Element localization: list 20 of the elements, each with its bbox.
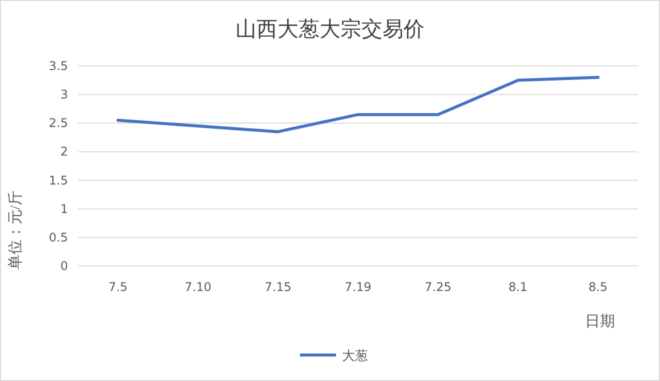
x-tick-label: 7.10 (184, 280, 212, 294)
x-axis-title: 日期 (585, 313, 615, 330)
x-tick-label: 7.15 (264, 280, 292, 294)
x-tick-label: 8.1 (508, 280, 528, 294)
x-tick-label: 7.19 (344, 280, 372, 294)
y-tick-label: 0.5 (48, 230, 68, 244)
y-tick-label: 3 (60, 88, 68, 102)
legend-label: 大葱 (342, 349, 368, 364)
y-tick-label: 3.5 (48, 59, 68, 73)
x-tick-label: 7.25 (424, 280, 452, 294)
x-tick-label: 7.5 (108, 280, 128, 294)
y-tick-label: 0 (60, 259, 68, 273)
line-series (116, 76, 600, 134)
y-tick-label: 2.5 (48, 116, 68, 130)
y-axis-title: 单位：元/斤 (7, 190, 24, 270)
y-tick-label: 1.5 (48, 173, 68, 188)
y-tick-label: 2 (60, 144, 68, 159)
x-tick-label: 8.5 (588, 280, 608, 294)
chart-title: 山西大葱大宗交易价 (236, 17, 424, 41)
y-tick-label: 1 (60, 202, 68, 216)
